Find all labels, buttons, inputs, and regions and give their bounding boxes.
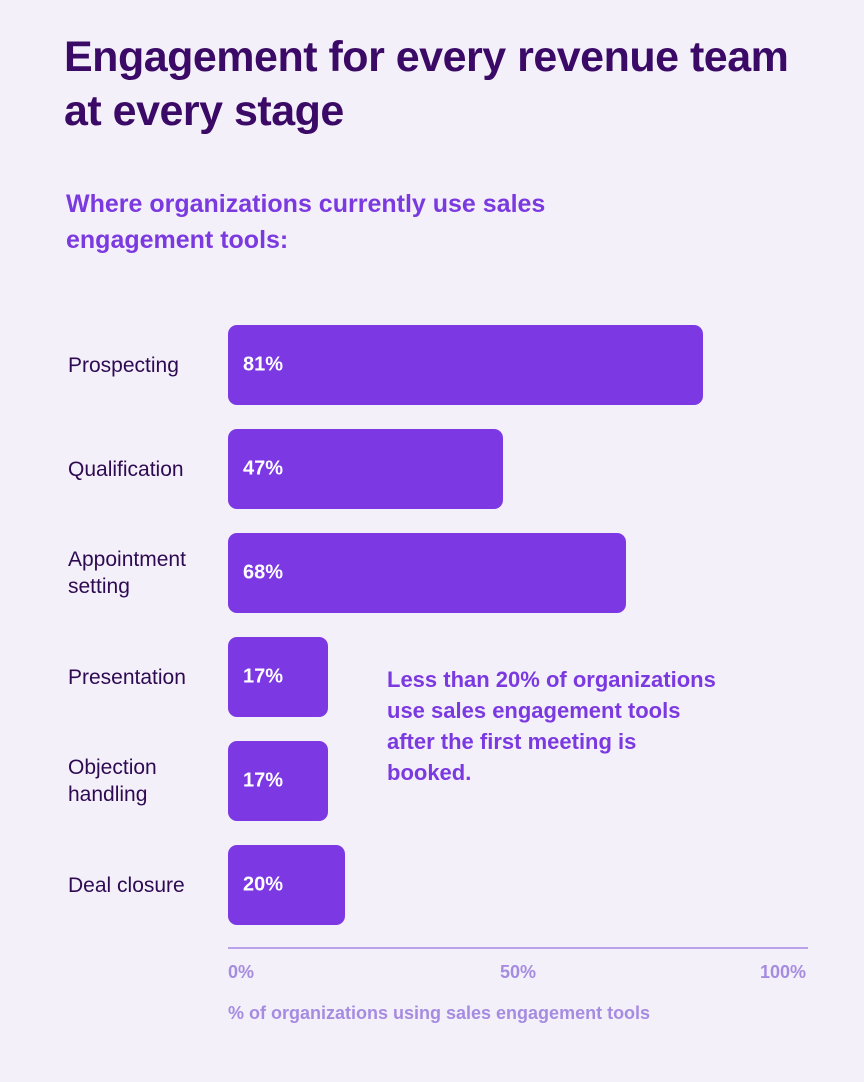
bar-presentation: 17%	[228, 637, 328, 717]
bar-deal-closure: 20%	[228, 845, 346, 925]
chart-annotation: Less than 20% of organizations use sales…	[387, 667, 716, 785]
x-axis-line	[228, 947, 808, 949]
bar-value-label-appointment-setting: 68%	[243, 561, 284, 584]
bar-value-label-deal-closure: 20%	[243, 873, 284, 896]
category-label-deal-closure: Deal closure	[68, 873, 185, 897]
bar-prospecting: 81%	[228, 325, 703, 405]
category-label-prospecting: Prospecting	[68, 353, 179, 377]
category-label-presentation: Presentation	[68, 665, 186, 689]
chart-subtitle: Where organizations currently use sales …	[66, 190, 546, 254]
bar-appointment-setting: 68%	[228, 533, 627, 613]
x-tick-label: 0%	[228, 962, 255, 982]
x-tick-label: 100%	[760, 962, 807, 982]
category-label-objection-handling: Objection handling	[68, 756, 157, 806]
bar-value-label-objection-handling: 17%	[243, 769, 284, 792]
bar-qualification: 47%	[228, 429, 504, 509]
bar-value-label-qualification: 47%	[243, 457, 284, 480]
category-label-qualification: Qualification	[68, 457, 184, 481]
bar-value-label-prospecting: 81%	[243, 353, 284, 376]
x-tick-label: 50%	[500, 962, 537, 982]
category-label-appointment-setting: Appointment setting	[68, 548, 186, 598]
bar-objection-handling: 17%	[228, 741, 328, 821]
bar-value-label-presentation: 17%	[243, 665, 284, 688]
chart-title: Engagement for every revenue team at eve…	[64, 33, 789, 135]
x-axis-title: % of organizations using sales engagemen…	[228, 1003, 651, 1023]
